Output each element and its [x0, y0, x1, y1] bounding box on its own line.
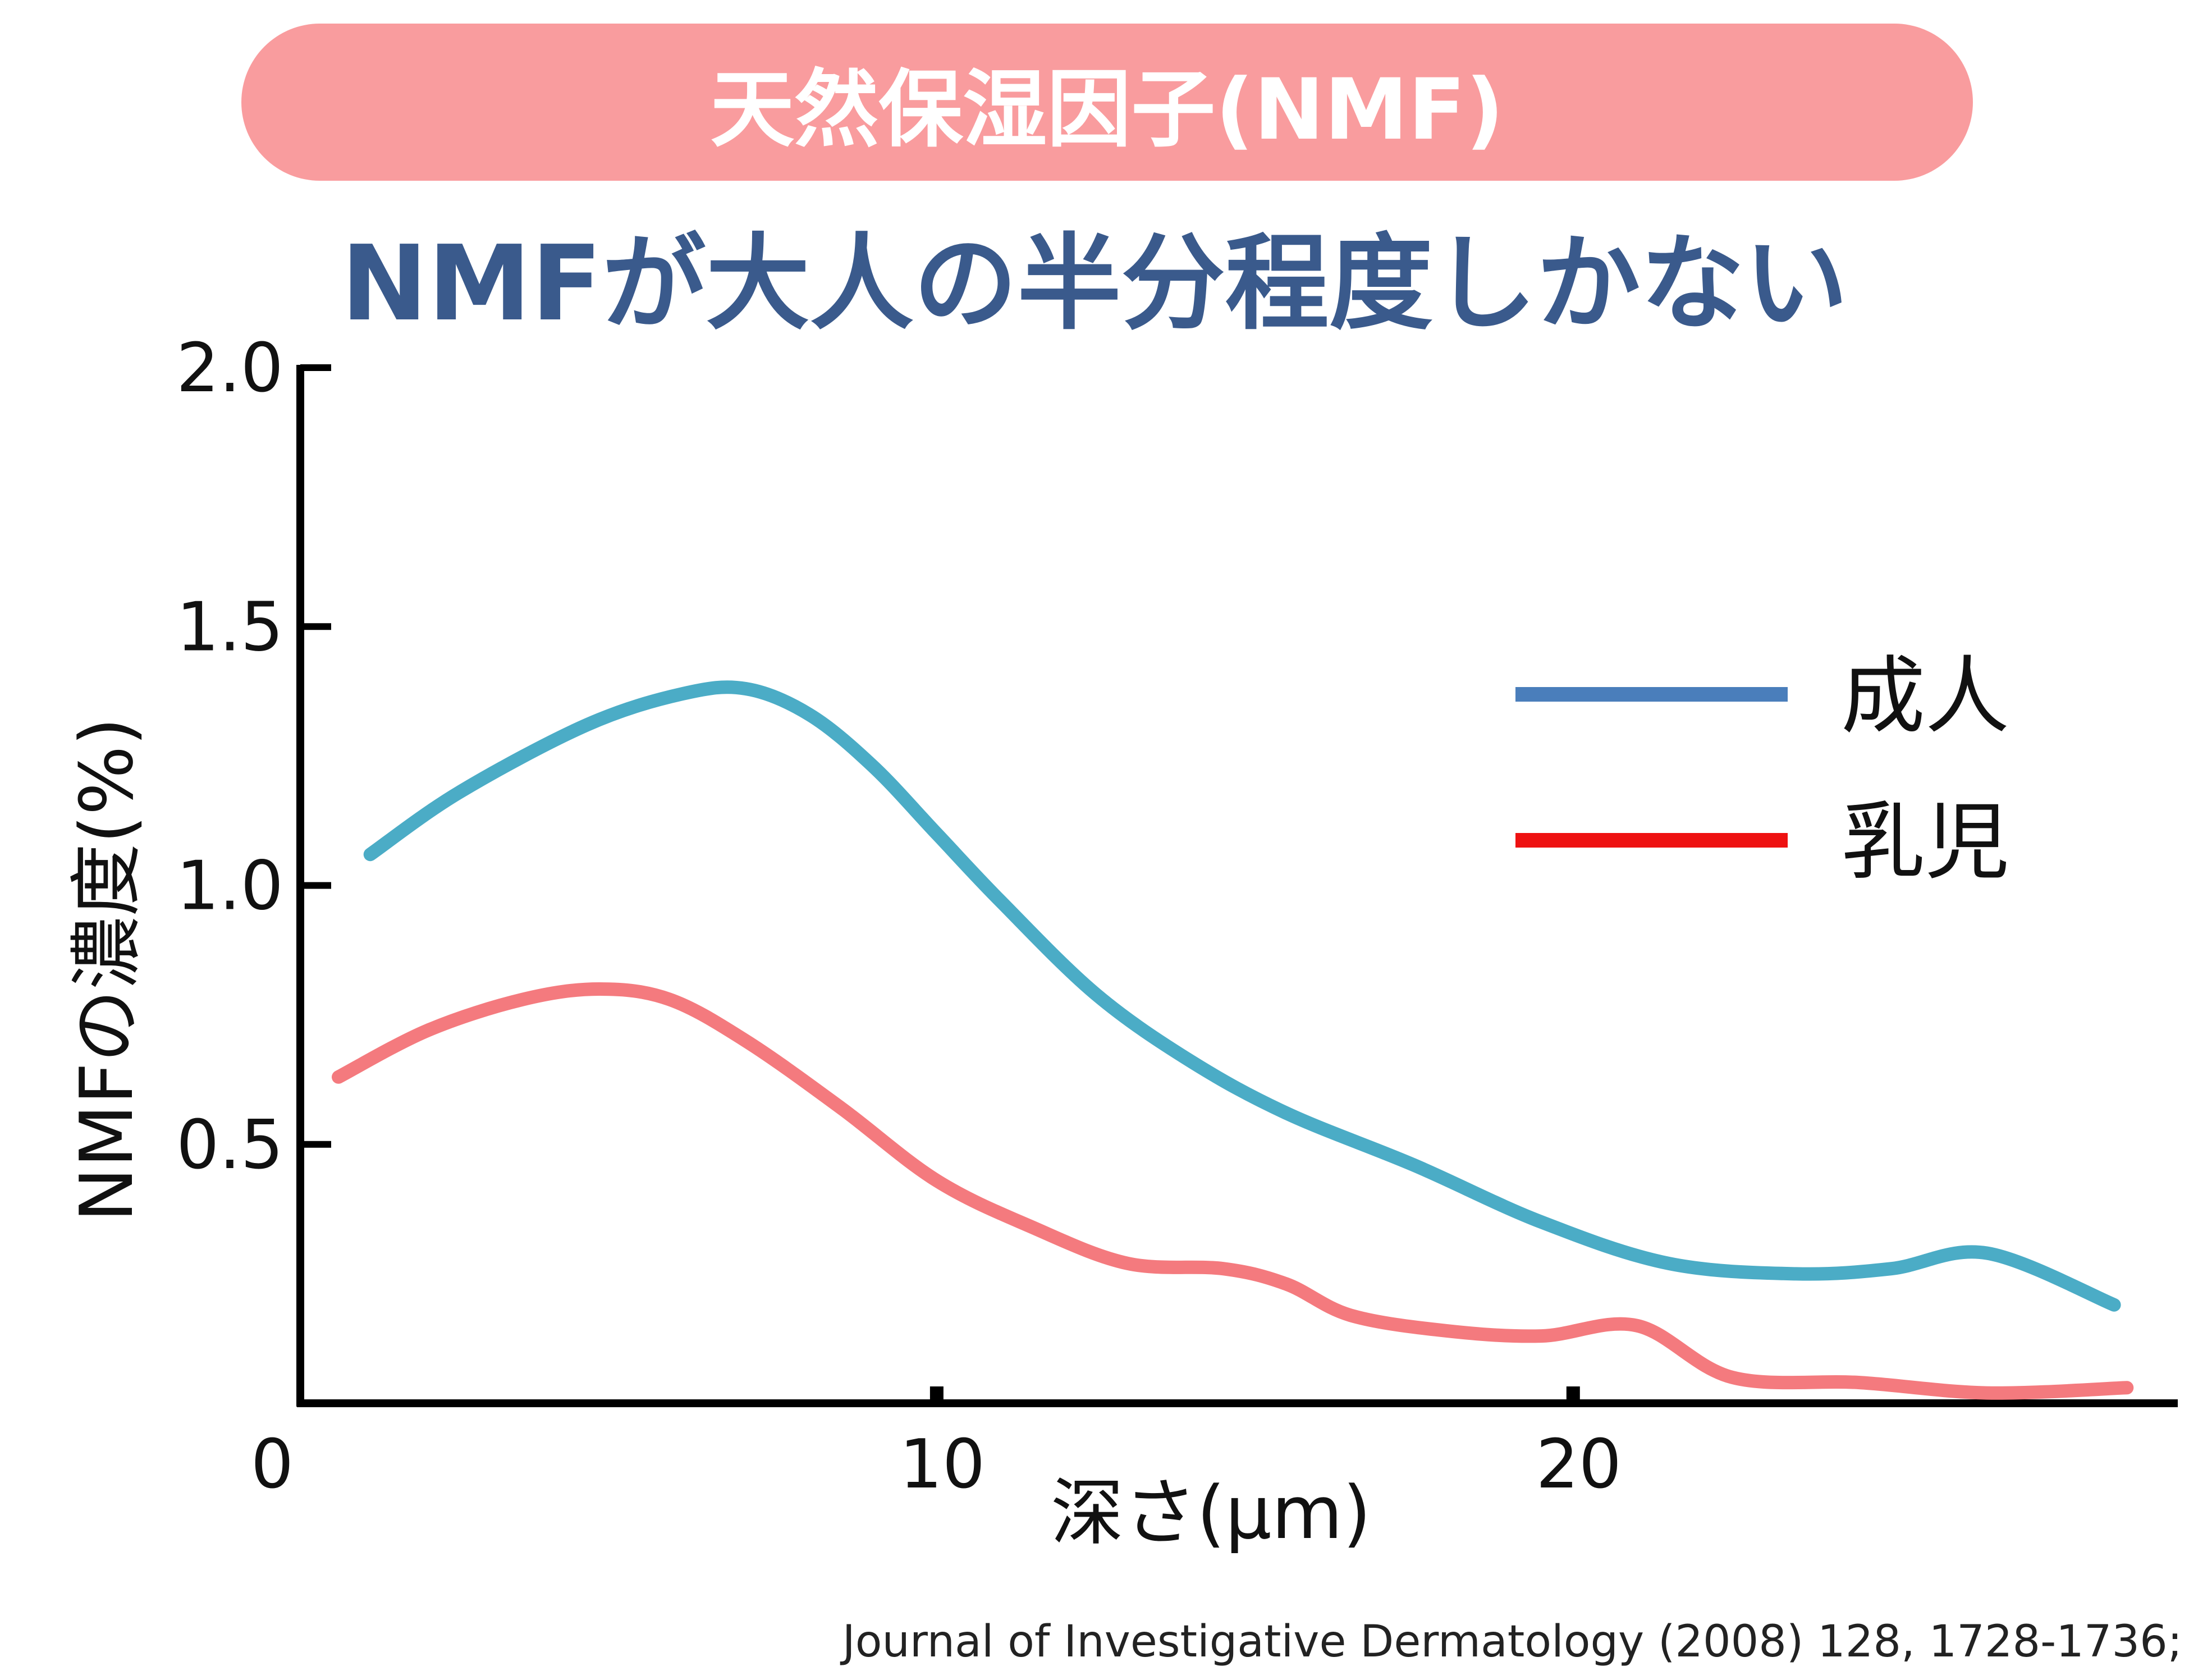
- citation: Journal of Investigative Dermatology (20…: [842, 1617, 2182, 1667]
- series-line-infant: [332, 982, 2134, 1400]
- x-tick-label: 0: [251, 1426, 294, 1504]
- title-banner: 天然保湿因子(NMF): [241, 24, 1973, 181]
- banner-title: 天然保湿因子(NMF): [710, 61, 1504, 159]
- legend-label-adult: 成人: [1841, 648, 2009, 745]
- y-tick-label: 0.5: [176, 1106, 283, 1184]
- legend-label-infant: 乳児: [1841, 794, 2009, 891]
- y-tick-label: 1.0: [176, 848, 283, 926]
- y-tick-label: 1.5: [176, 588, 283, 666]
- x-tick-label: 10: [900, 1426, 986, 1504]
- y-tick-label: 2.0: [176, 329, 283, 408]
- x-tick-label: 20: [1536, 1426, 1622, 1504]
- headline: NMFが大人の半分程度しかない: [341, 223, 1848, 344]
- x-axis-label: 深さ(μm): [1051, 1470, 1371, 1555]
- y-axis-label: NMFの濃度(%): [64, 717, 149, 1222]
- series-line-adult: [363, 680, 2121, 1312]
